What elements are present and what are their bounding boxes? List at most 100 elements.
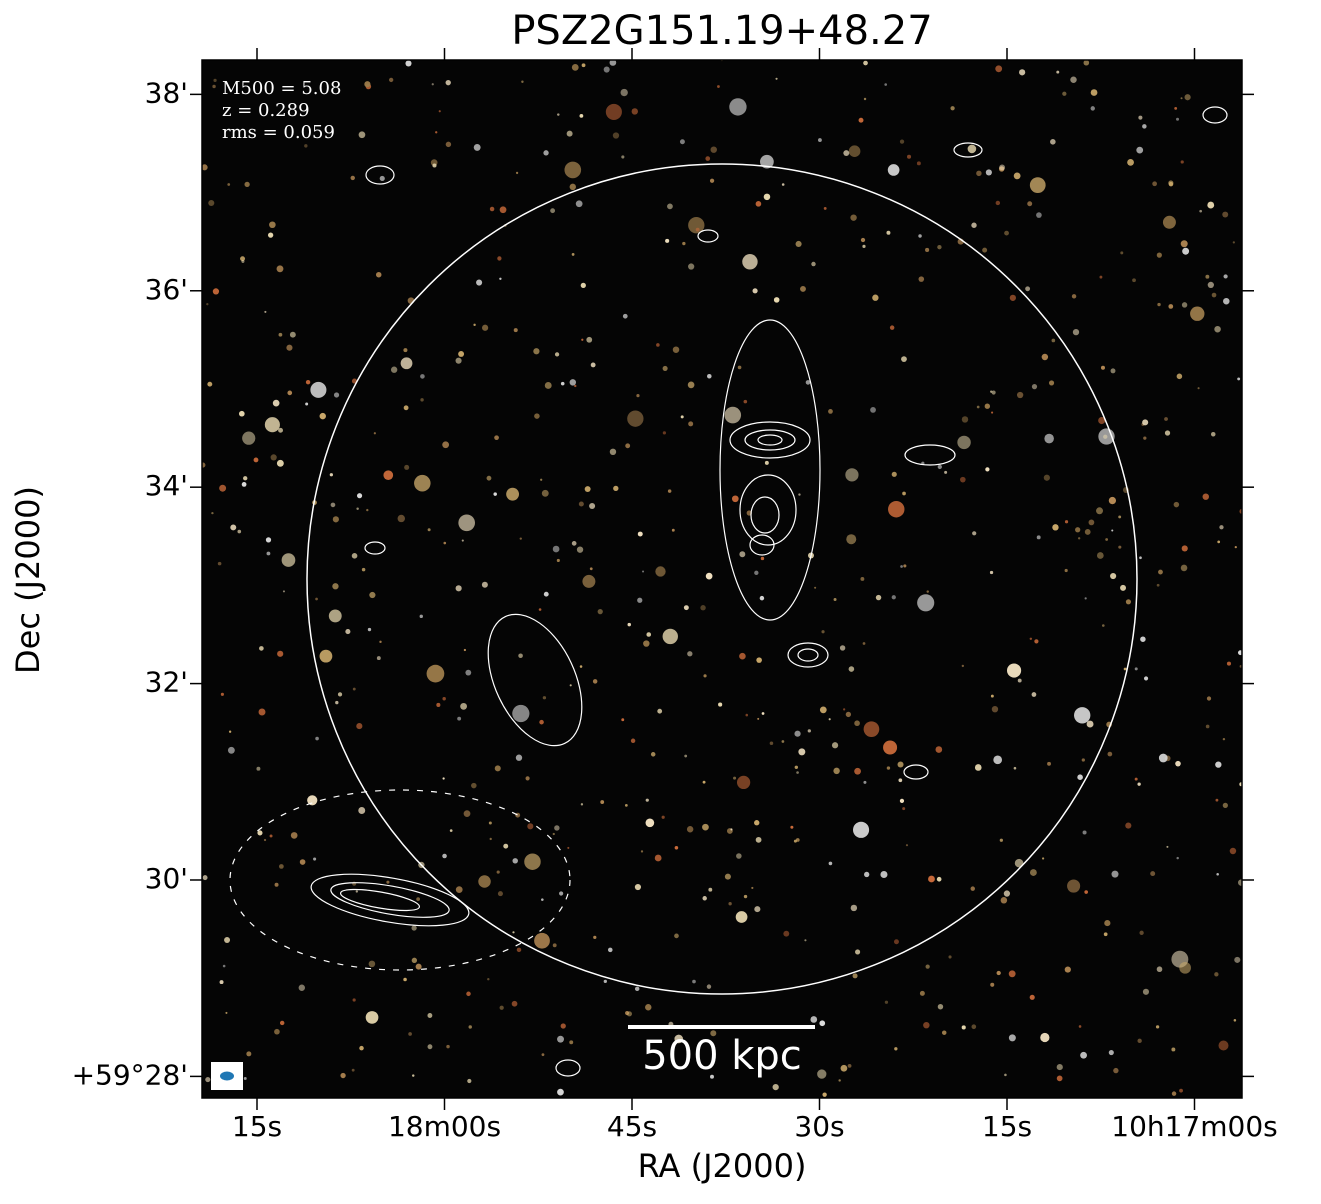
galaxy: [702, 896, 707, 901]
galaxy: [1074, 707, 1091, 724]
galaxy: [683, 605, 689, 611]
galaxy: [1084, 529, 1091, 535]
galaxy: [1047, 761, 1051, 766]
galaxy: [743, 894, 748, 899]
galaxy: [688, 217, 705, 234]
galaxy: [400, 357, 413, 370]
galaxy: [476, 279, 483, 286]
galaxy: [319, 649, 333, 663]
galaxy: [620, 88, 628, 97]
galaxy: [580, 282, 586, 288]
galaxy: [891, 471, 897, 477]
galaxy: [991, 705, 999, 713]
galaxy: [919, 990, 925, 996]
galaxy: [270, 454, 277, 461]
galaxy: [506, 487, 520, 501]
galaxy: [839, 645, 846, 651]
galaxy: [589, 503, 596, 510]
galaxy: [737, 365, 742, 370]
galaxy: [414, 474, 431, 492]
galaxy: [277, 650, 284, 657]
galaxy: [1182, 247, 1190, 255]
galaxy: [376, 656, 381, 661]
galaxy: [1083, 60, 1090, 66]
galaxy: [1077, 774, 1083, 780]
galaxy: [460, 702, 467, 710]
galaxy: [1207, 201, 1215, 209]
galaxy: [1029, 177, 1046, 194]
galaxy: [823, 206, 827, 210]
galaxy: [1215, 761, 1222, 768]
galaxy: [569, 684, 572, 687]
galaxy: [205, 1077, 211, 1083]
galaxy: [889, 325, 895, 330]
galaxy: [383, 470, 394, 481]
galaxy: [589, 567, 593, 571]
galaxy: [783, 930, 790, 937]
galaxy: [854, 720, 860, 727]
galaxy: [244, 181, 250, 188]
galaxy: [935, 746, 943, 753]
galaxy: [991, 411, 994, 414]
galaxy: [755, 201, 762, 207]
galaxy: [446, 1044, 450, 1049]
galaxy: [875, 594, 882, 601]
galaxy: [710, 1030, 717, 1037]
plot-frame: [201, 59, 1243, 1099]
galaxy: [993, 755, 1003, 765]
galaxy: [971, 1024, 977, 1030]
galaxy: [489, 837, 492, 841]
galaxy: [1175, 760, 1181, 767]
galaxy: [543, 591, 549, 597]
galaxy: [650, 752, 656, 757]
x-tick-label: 15s: [982, 1110, 1032, 1143]
galaxy: [538, 608, 542, 611]
galaxy: [1171, 1047, 1176, 1052]
galaxy: [571, 253, 575, 256]
galaxy: [335, 700, 339, 705]
x-axis-label: RA (J2000): [638, 1147, 807, 1185]
galaxy: [369, 591, 376, 599]
galaxy: [358, 807, 366, 814]
galaxy: [645, 818, 655, 828]
galaxy: [684, 754, 688, 758]
galaxy: [1162, 215, 1176, 229]
galaxy: [710, 146, 717, 153]
galaxy: [1044, 433, 1054, 444]
galaxy: [445, 79, 451, 86]
x-tick-label: 10h17m00s: [1111, 1110, 1278, 1143]
galaxy: [240, 256, 246, 262]
galaxy: [403, 405, 409, 411]
galaxy: [368, 960, 376, 968]
galaxy: [281, 553, 296, 567]
galaxy: [796, 771, 799, 774]
galaxy: [597, 608, 603, 615]
galaxy: [274, 1028, 280, 1035]
galaxy: [419, 614, 423, 619]
galaxy: [976, 405, 980, 409]
galaxy: [898, 778, 903, 783]
galaxy: [365, 1011, 379, 1024]
galaxy: [884, 1000, 889, 1004]
galaxy: [1040, 1032, 1050, 1043]
galaxy: [1168, 304, 1174, 309]
galaxy: [1006, 663, 1022, 678]
galaxy: [1111, 529, 1114, 532]
galaxy: [1152, 181, 1157, 187]
galaxy: [822, 1092, 827, 1097]
x-tick-label: 18m00s: [388, 1110, 501, 1143]
galaxy: [416, 897, 420, 901]
galaxy: [298, 984, 306, 991]
galaxy: [944, 470, 948, 474]
galaxy: [1156, 583, 1160, 587]
galaxy: [886, 766, 891, 770]
galaxy: [1064, 568, 1068, 573]
galaxy: [804, 939, 807, 942]
galaxy: [637, 531, 643, 537]
galaxy: [1164, 430, 1171, 436]
galaxy: [925, 247, 930, 253]
galaxy: [626, 1011, 632, 1017]
galaxy: [473, 143, 481, 151]
galaxy: [1222, 211, 1229, 218]
